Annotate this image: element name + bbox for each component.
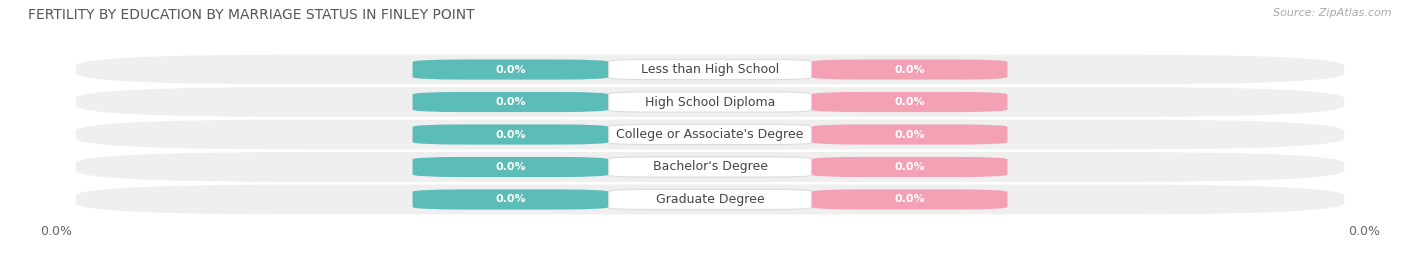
FancyBboxPatch shape bbox=[609, 92, 811, 112]
FancyBboxPatch shape bbox=[76, 87, 1344, 117]
Text: 0.0%: 0.0% bbox=[495, 129, 526, 140]
FancyBboxPatch shape bbox=[412, 92, 609, 112]
Text: 0.0%: 0.0% bbox=[495, 97, 526, 107]
Text: 0.0%: 0.0% bbox=[495, 194, 526, 204]
FancyBboxPatch shape bbox=[412, 59, 609, 80]
Text: 0.0%: 0.0% bbox=[894, 162, 925, 172]
FancyBboxPatch shape bbox=[76, 55, 1344, 84]
Text: High School Diploma: High School Diploma bbox=[645, 95, 775, 108]
Text: Source: ZipAtlas.com: Source: ZipAtlas.com bbox=[1274, 8, 1392, 18]
Text: 0.0%: 0.0% bbox=[894, 129, 925, 140]
FancyBboxPatch shape bbox=[412, 157, 609, 177]
FancyBboxPatch shape bbox=[811, 157, 1008, 177]
Text: College or Associate's Degree: College or Associate's Degree bbox=[616, 128, 804, 141]
FancyBboxPatch shape bbox=[412, 125, 609, 144]
FancyBboxPatch shape bbox=[76, 185, 1344, 214]
FancyBboxPatch shape bbox=[811, 189, 1008, 210]
Text: Graduate Degree: Graduate Degree bbox=[655, 193, 765, 206]
FancyBboxPatch shape bbox=[609, 189, 811, 210]
FancyBboxPatch shape bbox=[609, 157, 811, 177]
Text: 0.0%: 0.0% bbox=[495, 162, 526, 172]
FancyBboxPatch shape bbox=[811, 92, 1008, 112]
FancyBboxPatch shape bbox=[76, 152, 1344, 182]
FancyBboxPatch shape bbox=[76, 119, 1344, 150]
Text: Less than High School: Less than High School bbox=[641, 63, 779, 76]
FancyBboxPatch shape bbox=[811, 59, 1008, 80]
FancyBboxPatch shape bbox=[412, 189, 609, 210]
FancyBboxPatch shape bbox=[609, 59, 811, 80]
Text: 0.0%: 0.0% bbox=[495, 65, 526, 75]
Text: FERTILITY BY EDUCATION BY MARRIAGE STATUS IN FINLEY POINT: FERTILITY BY EDUCATION BY MARRIAGE STATU… bbox=[28, 8, 475, 22]
Text: 0.0%: 0.0% bbox=[894, 97, 925, 107]
FancyBboxPatch shape bbox=[609, 125, 811, 144]
Text: 0.0%: 0.0% bbox=[894, 194, 925, 204]
FancyBboxPatch shape bbox=[811, 125, 1008, 144]
Text: Bachelor's Degree: Bachelor's Degree bbox=[652, 161, 768, 174]
Text: 0.0%: 0.0% bbox=[894, 65, 925, 75]
